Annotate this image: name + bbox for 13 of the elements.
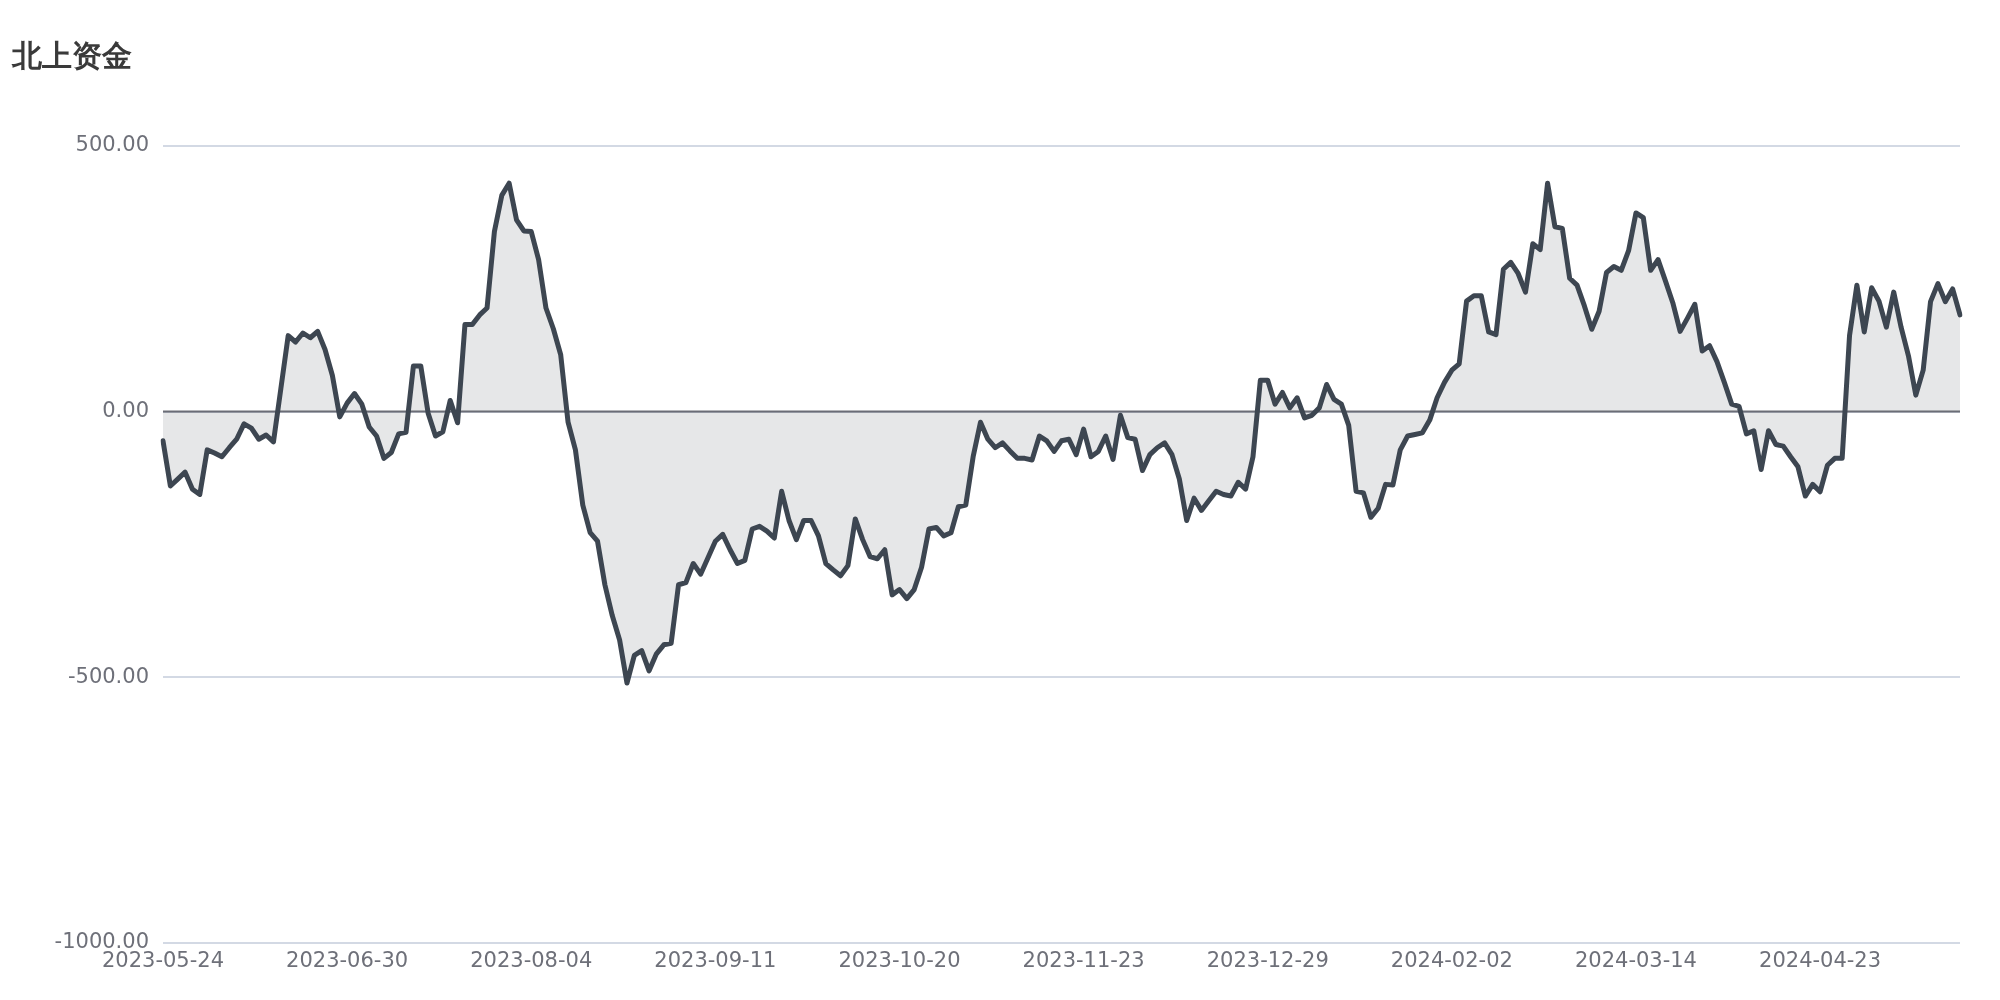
x-tick-label: 2023-11-23 <box>1022 947 1145 972</box>
x-tick-label: 2023-08-04 <box>470 947 593 972</box>
y-tick-label: 500.00 <box>75 132 149 157</box>
x-tick-label: 2023-09-11 <box>654 947 777 972</box>
x-tick-label: 2023-12-29 <box>1206 947 1329 972</box>
y-tick-label: 0.00 <box>102 398 149 423</box>
x-tick-label: 2024-03-14 <box>1574 947 1697 972</box>
x-tick-label: 2024-02-02 <box>1390 947 1513 972</box>
chart-title: 北上资金 <box>11 37 132 73</box>
x-tick-label: 2024-04-23 <box>1759 947 1882 972</box>
y-tick-label: -500.00 <box>67 663 149 688</box>
x-tick-label: 2023-06-30 <box>286 947 409 972</box>
x-tick-label: 2023-10-20 <box>838 947 961 972</box>
